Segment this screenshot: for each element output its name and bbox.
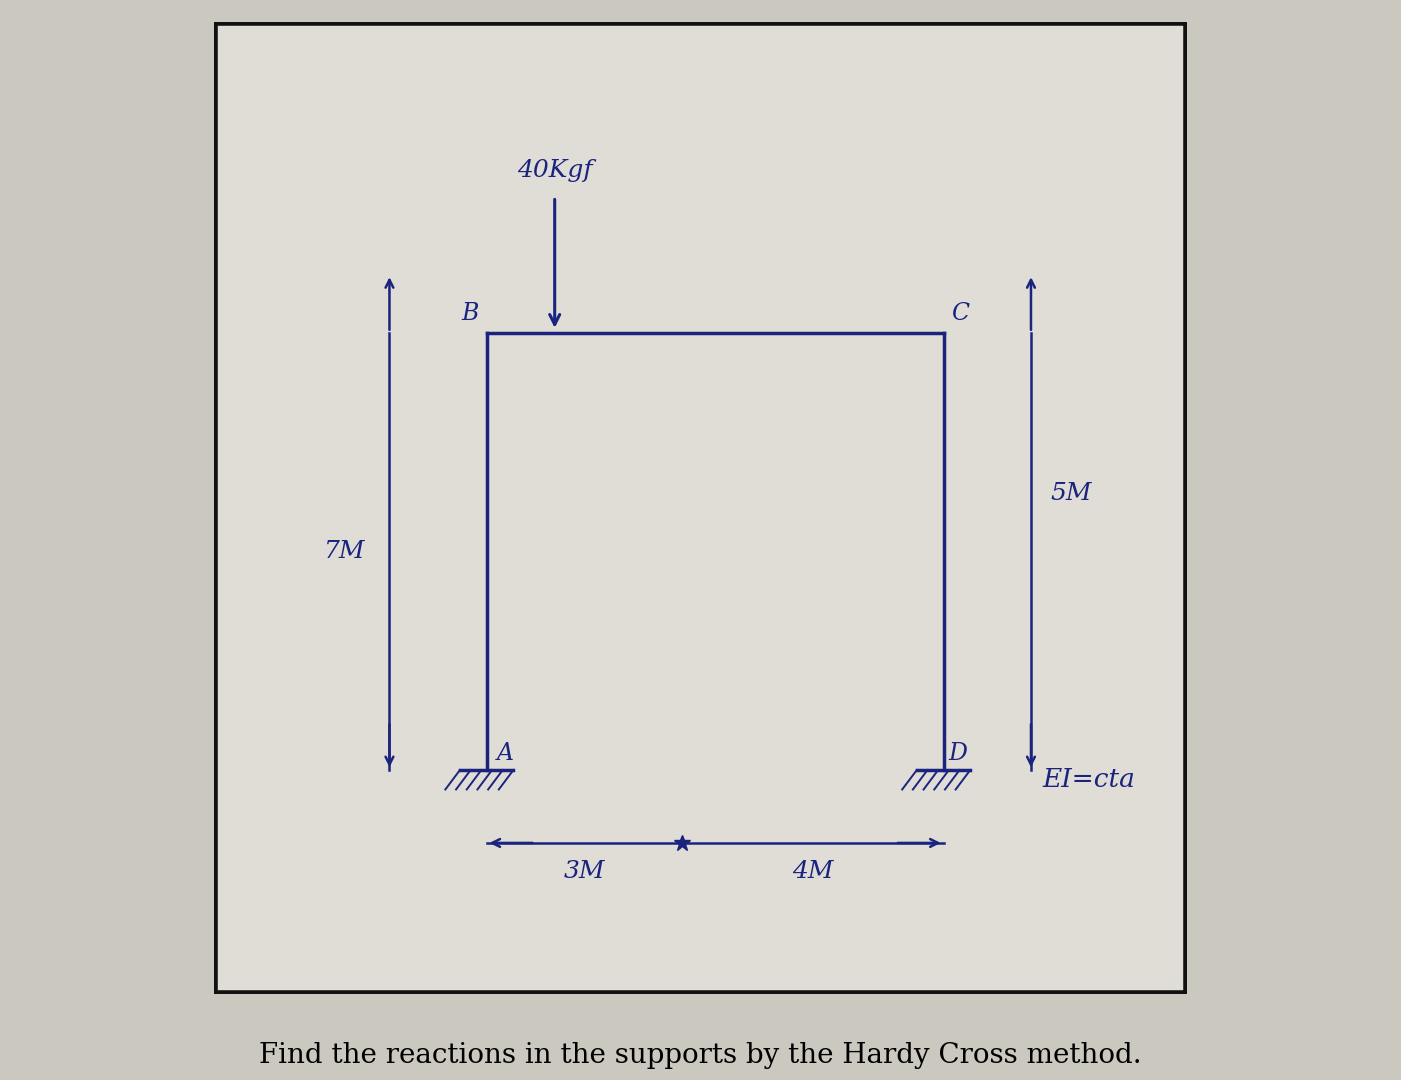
Text: D: D [948,742,967,765]
Text: 3M: 3M [563,861,605,883]
Text: EI=cta: EI=cta [1042,767,1136,793]
Text: 40Kgf: 40Kgf [517,159,593,181]
Text: Find the reactions in the supports by the Hardy Cross method.: Find the reactions in the supports by th… [259,1042,1142,1069]
Text: A: A [496,742,513,765]
Text: 7M: 7M [324,540,366,563]
Text: 5M: 5M [1051,482,1091,504]
Text: B: B [461,302,479,325]
Text: C: C [951,302,969,325]
Text: 4M: 4M [792,861,834,883]
